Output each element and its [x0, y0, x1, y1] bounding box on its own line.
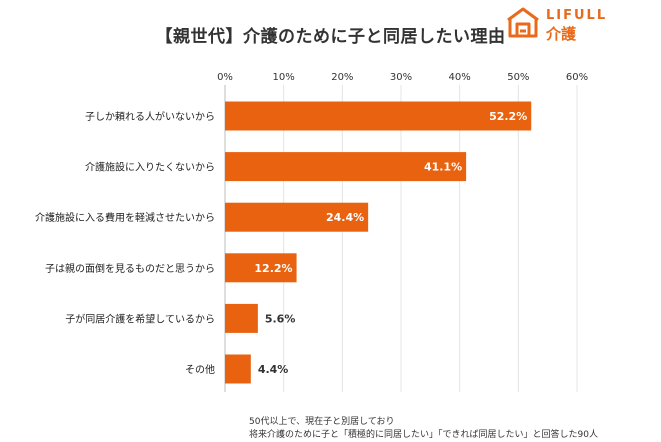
bar — [225, 101, 532, 131]
data-label: 5.6% — [265, 312, 296, 325]
lifull-logo: LIFULL 介護 — [506, 6, 646, 43]
bar — [225, 354, 251, 384]
x-tick-label: 20% — [331, 72, 353, 83]
category-label: 子しか頼れる人がいないから — [85, 110, 215, 123]
data-label: 24.4% — [326, 211, 364, 224]
house-logo-icon — [507, 7, 539, 38]
bar — [225, 152, 467, 182]
survey-note-line-2: 将来介護のために子と「積極的に同居したい」「できれば同居したい」と回答した90人 — [249, 430, 598, 440]
category-label: その他 — [185, 363, 215, 376]
data-label: 41.1% — [424, 161, 462, 174]
chart-title: 【親世代】介護のために子と同居したい理由 — [155, 27, 506, 47]
category-label: 介護施設に入りたくないから — [85, 161, 215, 174]
x-tick-label: 50% — [507, 72, 529, 83]
survey-note-line-1: 50代以上で、現在子と別居しており — [249, 417, 395, 427]
data-label: 4.4% — [258, 363, 289, 376]
category-label: 子が同居介護を希望しているから — [65, 312, 215, 325]
bar — [225, 303, 258, 333]
category-label: 介護施設に入る費用を軽減させたいから — [35, 211, 215, 224]
bar — [225, 202, 369, 232]
x-tick-label: 40% — [449, 72, 471, 83]
x-tick-label: 0% — [217, 72, 233, 83]
logo-service-name: 介護 — [546, 25, 577, 43]
x-tick-label: 60% — [566, 72, 588, 83]
bar — [225, 253, 297, 283]
x-tick-label: 10% — [273, 72, 295, 83]
x-tick-label: 30% — [390, 72, 412, 83]
logo-wordmark: LIFULL — [546, 8, 608, 23]
category-label: 子は親の面倒を見るものだと思うから — [45, 262, 215, 275]
data-label: 52.2% — [489, 110, 527, 123]
data-label: 12.2% — [254, 262, 292, 275]
